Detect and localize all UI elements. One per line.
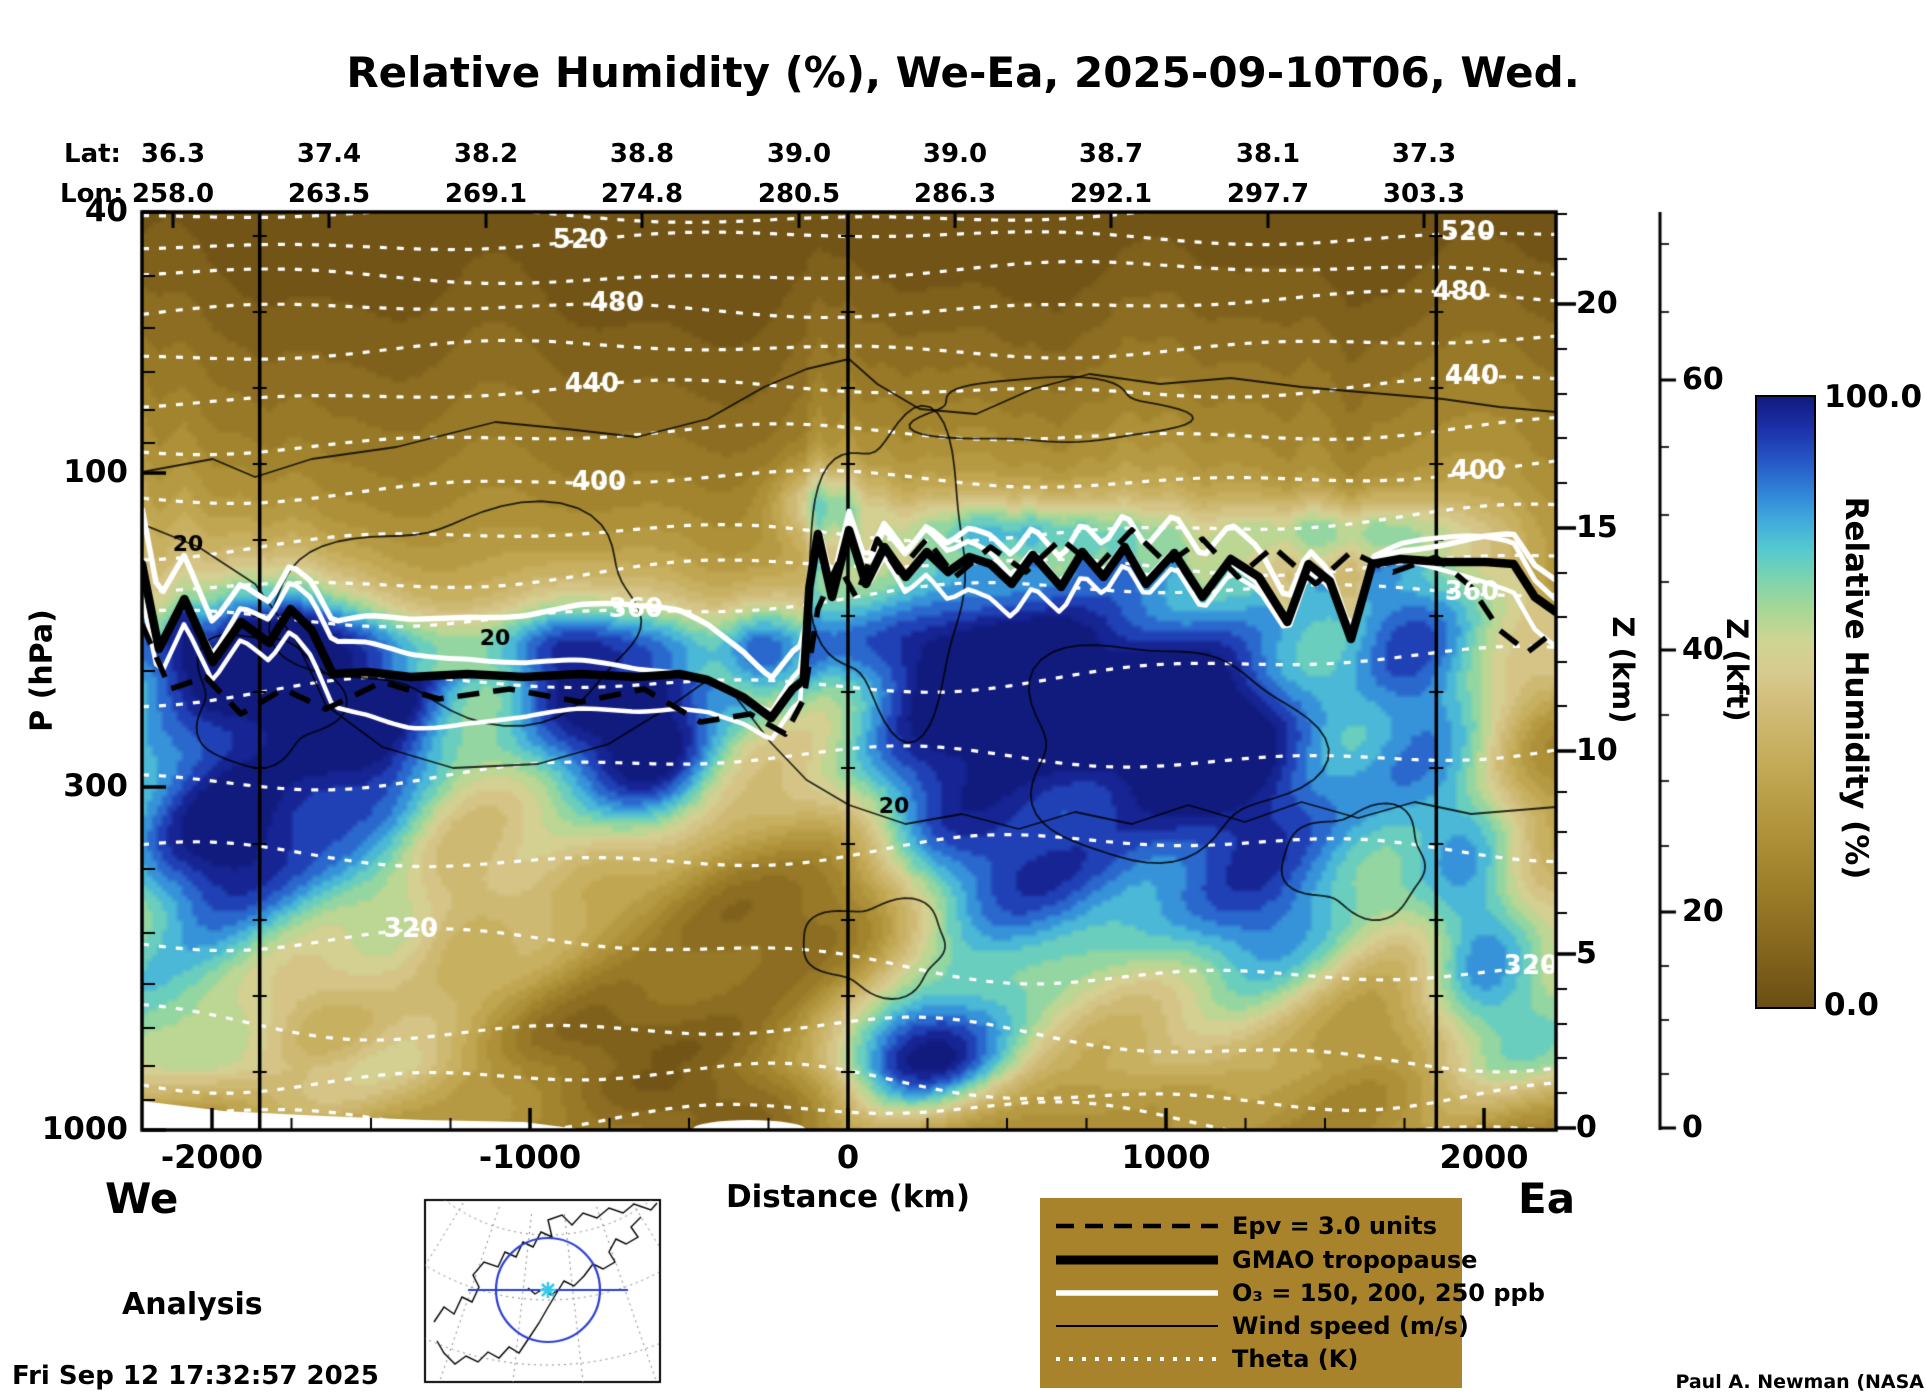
zkm-tick-label: 10	[1576, 733, 1618, 768]
lon-value: 297.7	[1226, 179, 1310, 209]
lon-value: 303.3	[1382, 179, 1466, 209]
legend-label-theta: Theta (K)	[1232, 1345, 1359, 1373]
x-tick-label: 0	[836, 1138, 860, 1176]
ozone-line-sample	[1056, 1290, 1218, 1296]
pressure-tick-label: 300	[63, 768, 128, 804]
x-tick-label: 2000	[1439, 1138, 1529, 1176]
wind-line-sample	[1056, 1325, 1218, 1327]
lon-value: 258.0	[131, 179, 215, 209]
zkft-axis-title: Z (kft)	[1719, 618, 1754, 722]
legend-label-epv: Epv = 3.0 units	[1232, 1212, 1438, 1240]
lat-value: 37.3	[1391, 139, 1457, 169]
legend-label-ozone: O₃ = 150, 200, 250 ppb	[1232, 1279, 1545, 1307]
lat-value: 39.0	[766, 139, 832, 169]
endpoint-east-label: Ea	[1518, 1174, 1576, 1223]
zkm-tick-label: 5	[1576, 936, 1597, 971]
lon-value: 269.1	[444, 179, 528, 209]
zkm-tick-label: 0	[1576, 1110, 1597, 1145]
lon-value: 292.1	[1069, 179, 1153, 209]
theta-line-sample	[1056, 1357, 1218, 1361]
zkft-tick-label: 60	[1682, 362, 1724, 397]
zkft-tick-label: 40	[1682, 632, 1724, 667]
lat-value: 38.8	[609, 139, 675, 169]
colorbar-min-label: 0.0	[1824, 987, 1879, 1023]
zkft-tick-label: 20	[1682, 894, 1724, 929]
x-tick-label: 1000	[1121, 1138, 1211, 1176]
zkm-tick-label: 20	[1576, 286, 1618, 321]
timestamp: Fri Sep 12 17:32:57 2025	[12, 1361, 379, 1391]
pressure-tick-label: 100	[63, 454, 128, 490]
analysis-label: Analysis	[122, 1287, 263, 1322]
lat-value: 38.2	[453, 139, 519, 169]
x-tick-label: -1000	[478, 1138, 582, 1176]
pressure-axis-title: P (hPa)	[24, 609, 60, 732]
pressure-tick-label: 40	[84, 193, 128, 229]
lat-value: 36.3	[140, 139, 206, 169]
lat-value: 39.0	[922, 139, 988, 169]
legend-box: Epv = 3.0 units GMAO tropopause O₃ = 150…	[1040, 1198, 1545, 1388]
colorbar-title: Relative Humidity (%)	[1838, 496, 1875, 880]
x-tick-label: -2000	[160, 1138, 264, 1176]
colorbar-max-label: 100.0	[1824, 379, 1923, 415]
page-title: Relative Humidity (%), We-Ea, 2025-09-10…	[346, 48, 1580, 97]
epv-line-sample	[1056, 1223, 1218, 1229]
x-axis-title: Distance (km)	[725, 1179, 971, 1215]
lon-value: 286.3	[913, 179, 997, 209]
lat-value: 38.7	[1078, 139, 1144, 169]
zkm-tick-label: 15	[1576, 510, 1618, 545]
credit: Paul A. Newman (NASA	[1675, 1371, 1924, 1393]
lat-row-label: Lat:	[64, 139, 121, 169]
endpoint-west-label: We	[105, 1174, 179, 1223]
lat-value: 38.1	[1235, 139, 1301, 169]
legend-label-wind: Wind speed (m/s)	[1232, 1312, 1469, 1340]
colorbar	[1755, 395, 1816, 1009]
legend-label-tropopause: GMAO tropopause	[1232, 1246, 1478, 1274]
lon-value: 280.5	[757, 179, 841, 209]
pressure-tick-label: 1000	[41, 1111, 128, 1147]
lon-value: 263.5	[287, 179, 371, 209]
lon-row-label: Lon:	[60, 179, 124, 209]
lat-value: 37.4	[296, 139, 362, 169]
tropopause-line-sample	[1056, 1255, 1218, 1265]
zkft-tick-label: 0	[1682, 1110, 1703, 1145]
zkm-axis-title: Z (km)	[1605, 616, 1640, 724]
lon-value: 274.8	[600, 179, 684, 209]
